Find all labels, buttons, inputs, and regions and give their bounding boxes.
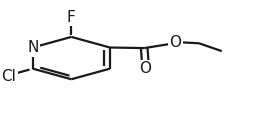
Text: Cl: Cl — [1, 69, 16, 84]
Text: N: N — [27, 40, 39, 55]
Text: O: O — [170, 35, 181, 50]
Text: O: O — [140, 61, 151, 76]
Text: F: F — [67, 10, 76, 25]
